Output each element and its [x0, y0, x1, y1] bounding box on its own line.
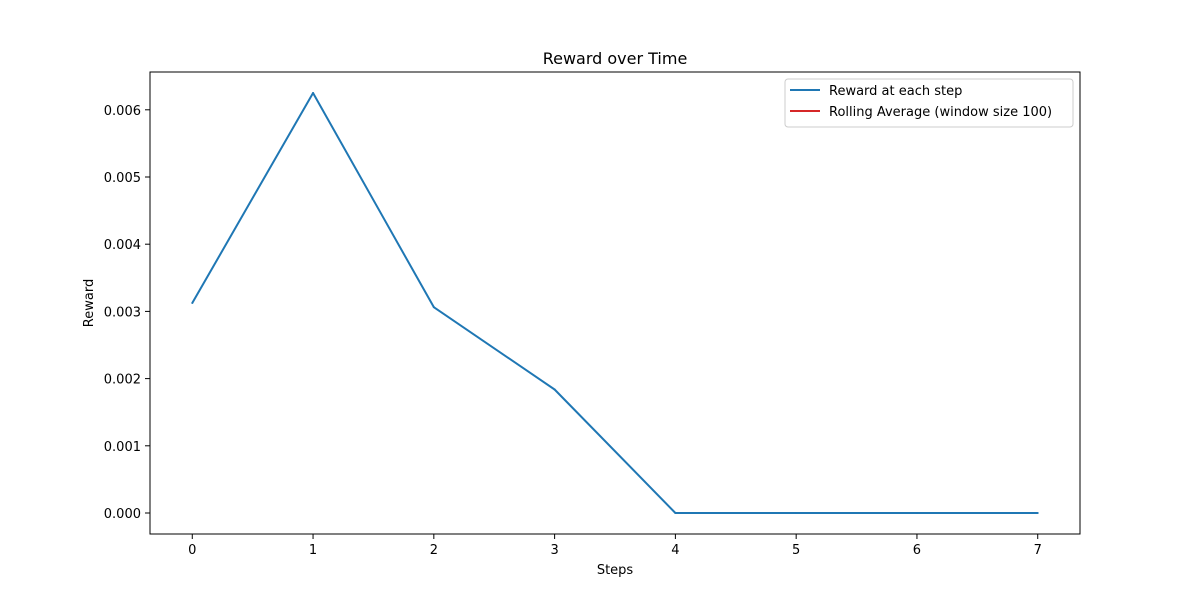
y-tick-label: 0.003 — [104, 305, 141, 320]
x-tick-label: 3 — [550, 543, 558, 558]
series-line-reward — [191, 92, 1038, 514]
data-point — [674, 512, 677, 514]
data-point — [915, 512, 918, 514]
x-tick-label: 1 — [309, 543, 317, 558]
y-tick-label: 0.002 — [104, 373, 141, 388]
y-tick-label: 0.004 — [104, 238, 141, 253]
data-point — [312, 92, 315, 94]
y-tick-label: 0.006 — [104, 104, 141, 119]
data-point — [795, 512, 798, 514]
legend-box — [784, 78, 1074, 128]
plot-area — [149, 71, 1081, 535]
y-tick-label: 0.000 — [104, 507, 141, 522]
x-tick-label: 2 — [430, 543, 438, 558]
y-tick-label: 0.005 — [104, 171, 141, 186]
plot-frame — [149, 71, 1081, 535]
x-tick-label: 4 — [671, 543, 679, 558]
x-axis-label: Steps — [597, 563, 634, 578]
data-point — [1036, 512, 1039, 514]
legend-label-rolling-average: Rolling Average (window size 100) — [829, 105, 1052, 120]
y-tick-label: 0.001 — [104, 440, 141, 455]
y-axis: 0.000 0.001 0.002 0.003 0.004 0.005 0.006 — [104, 104, 150, 522]
chart-title: Reward over Time — [543, 49, 688, 68]
x-tick-label: 6 — [913, 543, 921, 558]
legend: Reward at each step Rolling Average (win… — [784, 78, 1074, 128]
y-axis-label: Reward — [82, 279, 97, 327]
data-point — [191, 302, 194, 304]
x-tick-label: 0 — [188, 543, 196, 558]
data-point — [553, 388, 556, 391]
series-layer — [191, 92, 1039, 514]
data-point — [432, 306, 435, 309]
x-tick-label: 7 — [1034, 543, 1042, 558]
x-tick-label: 5 — [792, 543, 800, 558]
legend-label-reward: Reward at each step — [829, 84, 962, 99]
x-axis: 0 1 2 3 4 5 6 7 — [188, 534, 1042, 558]
